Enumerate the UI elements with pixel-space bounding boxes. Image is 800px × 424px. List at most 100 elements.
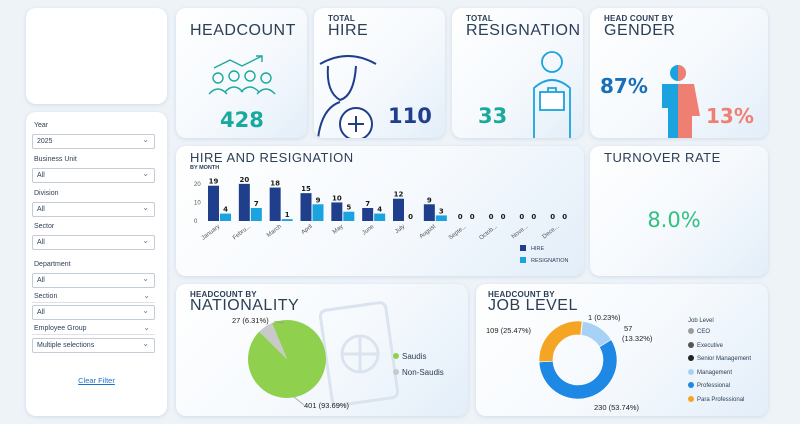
donut-data-label: 109 (25.47%) <box>486 326 532 335</box>
bar-data-label: 0 <box>408 213 413 221</box>
x-tick-label: Dece... <box>542 224 561 241</box>
legend-dot <box>688 355 694 361</box>
bar-data-label: 5 <box>346 204 351 212</box>
hire-bar[interactable] <box>423 204 435 221</box>
chevron-down-icon: ⌄ <box>142 339 149 348</box>
donut-slice[interactable] <box>538 320 583 363</box>
hire-resignation-panel: HIRE AND RESIGNATION BY MONTH 0 10 20 19 4 Ja… <box>176 146 584 276</box>
year-value: 2025 <box>37 138 53 145</box>
sector-value: All <box>37 239 45 246</box>
employee-group-label: Employee Group <box>34 325 87 332</box>
leader-line <box>273 320 285 324</box>
bar-data-label: 0 <box>489 213 494 221</box>
employee-group-value-box[interactable]: Multiple selections ⌄ <box>32 338 155 353</box>
hire-bar[interactable] <box>238 183 250 221</box>
nationality-panel: HEADCOUNT BY NATIONALITY 27 (6.31%) 401 (… <box>176 284 468 416</box>
x-tick-label: Octob... <box>478 224 499 242</box>
logo-card <box>26 8 167 104</box>
job-level-title: JOB LEVEL <box>488 297 578 314</box>
x-tick-label: Nove... <box>511 224 530 241</box>
bar-data-label: 0 <box>519 213 524 221</box>
employee-group-value: Multiple selections <box>37 342 95 349</box>
bar-data-label: 0 <box>562 213 567 221</box>
hire-bar[interactable] <box>300 193 312 221</box>
legend-dot <box>688 341 694 348</box>
sector-dropdown[interactable]: All ⌄ <box>32 235 155 250</box>
resignation-bar[interactable] <box>435 215 447 221</box>
hire-bar[interactable] <box>208 185 219 221</box>
business-unit-dropdown[interactable]: All ⌄ <box>32 168 155 183</box>
x-tick-label: May <box>332 224 345 236</box>
job-level-donut-chart: 1 (0.23%)57(13.32%) 230 (53.74%) 109 (25.4… <box>486 313 653 412</box>
clear-filter-button[interactable]: Clear Filter <box>78 376 115 385</box>
pie-slice[interactable] <box>259 323 287 359</box>
chevron-down-icon: ⌄ <box>142 203 149 212</box>
chevron-down-icon: ⌄ <box>142 169 149 178</box>
hire-bar[interactable] <box>393 198 404 221</box>
resign-small-title: TOTAL <box>466 14 493 23</box>
y-tick-label: 0 <box>194 219 198 225</box>
bar-data-label: 4 <box>223 206 228 214</box>
x-tick-label: March <box>266 224 283 239</box>
year-dropdown[interactable]: 2025 ⌄ <box>32 134 155 149</box>
chevron-down-icon: ⌄ <box>143 291 150 300</box>
legend-swatch <box>520 245 526 251</box>
hire-title: HIRE <box>328 22 369 39</box>
x-tick-label: January <box>201 224 222 242</box>
legend-label: Para Professional <box>697 396 745 403</box>
chevron-down-icon: ⌄ <box>142 274 149 283</box>
bar-data-label: 19 <box>209 178 219 186</box>
total-hire-value: 110 <box>388 104 432 128</box>
resignation-bar[interactable] <box>343 211 355 221</box>
headcount-card: HEADCOUNT 428 <box>176 8 307 138</box>
x-tick-label: Febru... <box>232 224 252 242</box>
legend-label: Senior Management <box>697 356 752 362</box>
female-percent: 13% <box>706 104 754 128</box>
hire-resign-subtitle: BY MONTH <box>190 165 220 171</box>
resignation-bar[interactable] <box>312 204 324 221</box>
male-percent: 87% <box>600 74 648 98</box>
x-tick-label: Septe... <box>448 224 468 242</box>
pie-data-label: 27 (6.31%) <box>232 316 269 325</box>
hire-bar[interactable] <box>331 202 343 221</box>
bar-data-label: 4 <box>377 206 382 214</box>
legend-label: Non-Saudis <box>402 368 444 377</box>
resignation-bar[interactable] <box>250 208 262 221</box>
legend-label: CEO <box>697 329 711 335</box>
x-tick-label: July <box>394 224 406 235</box>
turnover-value: 8.0% <box>647 208 701 232</box>
x-tick-label: June <box>361 223 375 236</box>
bar-data-label: 9 <box>427 196 432 204</box>
section-dropdown[interactable]: Section ⌄ <box>32 291 155 303</box>
resignation-bar[interactable] <box>281 219 293 221</box>
headcount-title: HEADCOUNT <box>190 22 296 39</box>
hire-bar[interactable] <box>269 187 281 221</box>
division-dropdown[interactable]: All ⌄ <box>32 202 155 217</box>
bar-data-label: 0 <box>550 213 555 221</box>
hire-bar[interactable] <box>362 208 374 221</box>
gender-title: GENDER <box>604 22 676 39</box>
department-dropdown[interactable]: All ⌄ <box>32 273 155 288</box>
chevron-down-icon: ⌄ <box>143 323 150 332</box>
legend-label: Management <box>697 369 733 376</box>
job-level-legend: Job Level CEO Executive Senior Management M… <box>688 318 768 408</box>
resignation-bar[interactable] <box>220 213 231 221</box>
legend-item: Para Professional <box>688 395 745 403</box>
gender-icon <box>662 65 700 138</box>
legend-swatch <box>520 257 526 263</box>
filter-panel: Year 2025 ⌄ Business Unit All ⌄ Division… <box>26 112 167 416</box>
legend-dot <box>688 368 694 375</box>
job-level-small-title: HEADCOUNT BY <box>488 290 555 299</box>
section-value-box[interactable]: All ⌄ <box>32 305 155 320</box>
employee-group-dropdown[interactable]: Employee Group ⌄ <box>32 323 155 335</box>
donut-slice[interactable] <box>538 339 618 400</box>
department-value: All <box>37 277 45 284</box>
nationality-title: NATIONALITY <box>190 297 300 314</box>
bar-data-label: 3 <box>439 207 444 215</box>
legend-label: Professional <box>697 383 731 389</box>
donut-data-label: 230 (53.74%) <box>594 403 640 412</box>
resignation-bar[interactable] <box>374 213 386 221</box>
chevron-down-icon: ⌄ <box>142 236 149 245</box>
chevron-down-icon: ⌄ <box>142 135 149 144</box>
